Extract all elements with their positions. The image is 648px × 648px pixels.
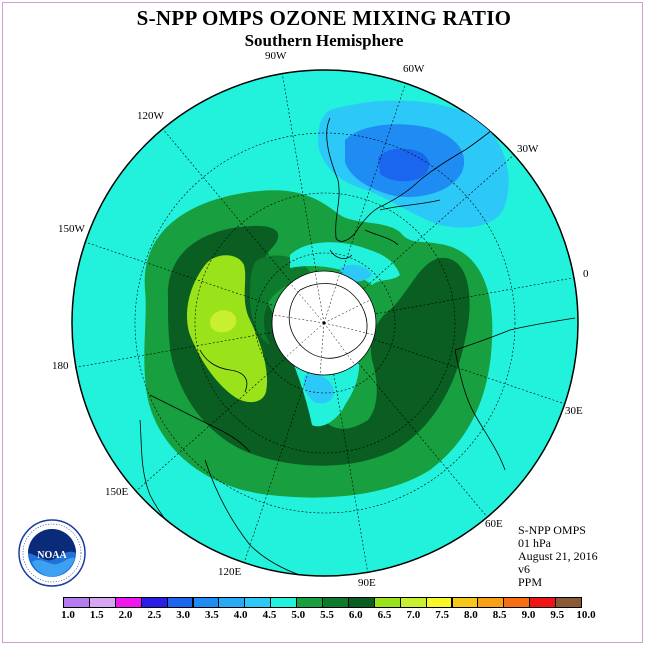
info-units: PPM bbox=[518, 575, 543, 589]
colorbar-swatch bbox=[451, 597, 479, 608]
colorbar-tick-label: 1.5 bbox=[89, 609, 104, 621]
colorbar-tick-label: 5.0 bbox=[291, 609, 306, 621]
colorbar-tick-label: 2.5 bbox=[147, 609, 162, 621]
colorbar-tick-label: 1.0 bbox=[61, 609, 75, 621]
chart-title: S-NPP OMPS OZONE MIXING RATIO bbox=[136, 6, 512, 30]
noaa-logo-text: NOAA bbox=[37, 550, 67, 561]
colorbar-tick-label: 2.0 bbox=[118, 609, 133, 621]
colorbar-swatch bbox=[296, 597, 323, 608]
colorbar-tick-label: 3.0 bbox=[176, 609, 190, 621]
info-version: v6 bbox=[518, 562, 530, 576]
lon-label-180: 180 bbox=[52, 360, 69, 372]
lon-label-150e: 150E bbox=[105, 486, 129, 498]
figure-frame bbox=[2, 2, 643, 643]
lon-label-90w: 90W bbox=[265, 50, 287, 62]
ozone-peak-core bbox=[210, 310, 237, 333]
colorbar-swatch bbox=[192, 597, 220, 608]
colorbar-swatch bbox=[503, 597, 531, 608]
colorbar-tick-label: 8.5 bbox=[492, 609, 507, 621]
colorbar-swatch bbox=[322, 597, 349, 608]
colorbar-tick-label: 4.5 bbox=[262, 609, 277, 621]
colorbar-tick-label: 10.0 bbox=[576, 609, 596, 621]
colorbar-swatch bbox=[270, 597, 298, 608]
lon-label-30e: 30E bbox=[565, 405, 583, 417]
colorbar-swatch bbox=[347, 597, 375, 608]
lon-label-30w: 30W bbox=[517, 143, 539, 155]
colorbar-tick-label: 5.5 bbox=[320, 609, 334, 621]
lon-label-150w: 150W bbox=[58, 223, 85, 235]
colorbar-swatch bbox=[218, 597, 246, 608]
colorbar-swatch bbox=[399, 597, 427, 608]
colorbar-tick-label: 3.5 bbox=[205, 609, 219, 621]
colorbar-tick-label: 7.0 bbox=[406, 609, 421, 621]
lon-label-60w: 60W bbox=[403, 63, 425, 75]
colorbar-swatch bbox=[114, 597, 142, 608]
low-ozone-min bbox=[378, 148, 430, 182]
colorbar-tick-label: 9.0 bbox=[521, 609, 536, 621]
info-date: August 21, 2016 bbox=[518, 549, 598, 563]
colorbar-tick-label: 9.5 bbox=[550, 609, 565, 621]
colorbar-tick-label: 6.0 bbox=[348, 609, 363, 621]
colorbar-swatch bbox=[63, 597, 90, 608]
lon-label-90e: 90E bbox=[358, 577, 376, 589]
ozone-mid-band bbox=[250, 255, 310, 345]
lon-label-60e: 60E bbox=[485, 518, 503, 530]
colorbar-tick-label: 8.0 bbox=[464, 609, 478, 621]
colorbar-swatch bbox=[88, 597, 116, 608]
lon-label-0: 0 bbox=[583, 268, 589, 280]
lon-label-120e: 120E bbox=[218, 566, 242, 578]
colorbar-swatch bbox=[244, 597, 272, 608]
colorbar-tick-label: 7.5 bbox=[435, 609, 449, 621]
lon-label-120w: 120W bbox=[137, 110, 164, 122]
info-block: S-NPP OMPS 01 hPa August 21, 2016 v6 PPM bbox=[518, 524, 598, 589]
colorbar-swatch bbox=[555, 597, 582, 608]
colorbar-swatch bbox=[373, 597, 401, 608]
info-instrument: S-NPP OMPS bbox=[518, 523, 586, 537]
colorbar-swatch bbox=[166, 597, 194, 608]
colorbar-swatch bbox=[425, 597, 453, 608]
chart-subtitle: Southern Hemisphere bbox=[244, 31, 404, 50]
cap-graticule bbox=[273, 271, 376, 376]
noaa-logo: NOAA bbox=[18, 519, 86, 587]
ozone-notch-top bbox=[290, 242, 400, 285]
graticule bbox=[72, 71, 578, 575]
south-pole-dot bbox=[322, 321, 326, 325]
antarctica-outline bbox=[288, 283, 368, 359]
colorbar-tick-label: 6.5 bbox=[377, 609, 392, 621]
colorbar-swatch bbox=[529, 597, 557, 608]
colorbar-tick-label: 4.0 bbox=[233, 609, 248, 621]
coastlines bbox=[139, 117, 576, 576]
colorbar-swatch bbox=[477, 597, 505, 608]
info-level: 01 hPa bbox=[518, 536, 551, 550]
low-ozone-patch-south bbox=[304, 374, 334, 404]
colorbar-swatch bbox=[140, 597, 168, 608]
